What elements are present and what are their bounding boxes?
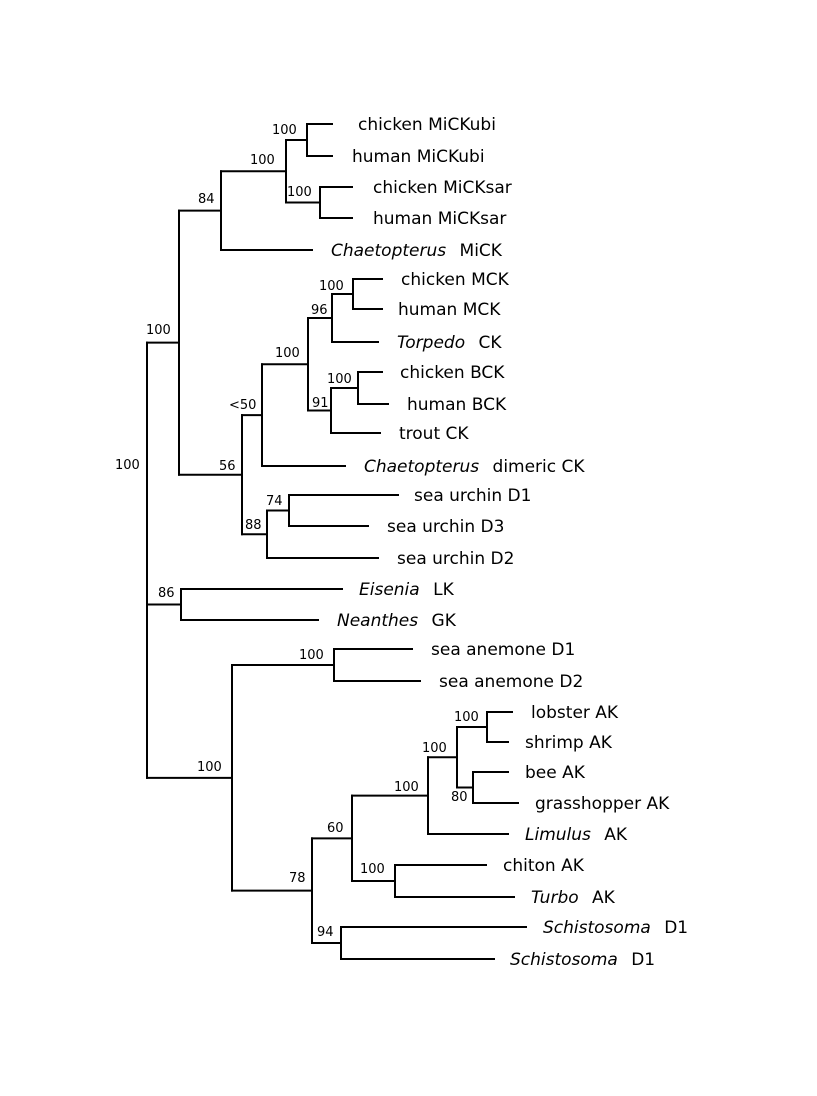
support-value: 80 — [451, 790, 468, 805]
leaf-label-torpedo-ck: Torpedo CK — [397, 333, 502, 353]
leaf-label-chicken-mck: chicken MCK — [401, 270, 510, 290]
support-value: 100 — [454, 710, 479, 725]
leaf-label-human-bck: human BCK — [407, 395, 507, 415]
leaf-genus: Turbo — [531, 888, 579, 908]
support-value: 84 — [198, 192, 215, 207]
leaf-label-schistosoma-d1-b: Schistosoma D1 — [510, 950, 655, 970]
support-value: 100 — [275, 346, 300, 361]
leaf-suffix: D1 — [659, 918, 688, 938]
leaf-genus: Schistosoma — [510, 950, 618, 970]
leaf-suffix: AK — [587, 888, 616, 908]
leaf-label-human-mck: human MCK — [398, 300, 501, 320]
leaf-label-limulus-ak: Limulus AK — [525, 825, 628, 845]
leaf-label-bee-ak: bee AK — [525, 763, 586, 783]
support-value: 91 — [312, 396, 329, 411]
support-value: 96 — [311, 303, 328, 318]
leaf-label-sea-urchin-d3: sea urchin D3 — [387, 517, 504, 537]
leaf-suffix: D1 — [626, 950, 655, 970]
leaf-genus: Schistosoma — [543, 918, 651, 938]
leaf-label-sea-anemone-d1: sea anemone D1 — [431, 640, 575, 660]
leaf-suffix: dimeric CK — [487, 457, 585, 477]
support-value: 100 — [327, 372, 352, 387]
support-value: 100 — [299, 648, 324, 663]
leaf-label-lobster-ak: lobster AK — [531, 703, 619, 723]
leaf-label-sea-urchin-d2: sea urchin D2 — [397, 549, 514, 569]
support-value: 94 — [317, 925, 334, 940]
support-value: 100 — [422, 741, 447, 756]
leaf-label-human-mickubi: human MiCKubi — [352, 147, 485, 167]
leaf-genus: Eisenia — [359, 580, 420, 600]
leaf-label-human-micksar: human MiCKsar — [373, 209, 506, 229]
support-value: 56 — [219, 459, 236, 474]
leaf-genus: Chaetopterus — [364, 457, 479, 477]
leaf-genus: Limulus — [525, 825, 591, 845]
leaf-suffix: GK — [426, 611, 457, 631]
support-value: 100 — [115, 458, 140, 473]
leaf-genus: Torpedo — [397, 333, 465, 353]
leaf-label-chicken-bck: chicken BCK — [400, 363, 505, 383]
support-value: 86 — [158, 586, 175, 601]
support-value: 100 — [394, 780, 419, 795]
support-value: 100 — [250, 153, 275, 168]
leaf-label-chaetopterus-mick: Chaetopterus MiCK — [331, 241, 503, 261]
leaf-suffix: AK — [599, 825, 628, 845]
leaf-label-chiton-ak: chiton AK — [503, 856, 585, 876]
leaf-suffix: MiCK — [454, 241, 503, 261]
support-value: 78 — [289, 871, 306, 886]
leaf-label-trout-ck: trout CK — [399, 424, 469, 444]
support-value: 88 — [245, 518, 262, 533]
leaf-genus: Chaetopterus — [331, 241, 446, 261]
leaf-label-eisenia-lk: Eisenia LK — [359, 580, 455, 600]
support-value: 100 — [319, 279, 344, 294]
leaf-label-chaetopterus-dimeric-ck: Chaetopterus dimeric CK — [364, 457, 585, 477]
leaf-label-schistosoma-d1-a: Schistosoma D1 — [543, 918, 688, 938]
leaf-label-shrimp-ak: shrimp AK — [525, 733, 613, 753]
support-value: 60 — [327, 821, 344, 836]
support-value: <50 — [229, 398, 256, 413]
support-value: 100 — [146, 323, 171, 338]
leaf-label-neanthes-gk: Neanthes GK — [337, 611, 457, 631]
leaf-genus: Neanthes — [337, 611, 418, 631]
support-value: 100 — [287, 185, 312, 200]
leaf-suffix: LK — [428, 580, 455, 600]
leaf-label-grasshopper-ak: grasshopper AK — [535, 794, 670, 814]
leaf-label-chicken-micksar: chicken MiCKsar — [373, 178, 512, 198]
leaf-label-turbo-ak: Turbo AK — [531, 888, 616, 908]
leaf-suffix: CK — [473, 333, 502, 353]
leaf-label-sea-urchin-d1: sea urchin D1 — [414, 486, 531, 506]
leaf-label-chicken-mickubi: chicken MiCKubi — [358, 115, 496, 135]
leaf-label-sea-anemone-d2: sea anemone D2 — [439, 672, 583, 692]
support-value: 100 — [360, 862, 385, 877]
support-value: 100 — [272, 123, 297, 138]
support-value: 100 — [197, 760, 222, 775]
support-value: 74 — [266, 494, 283, 509]
